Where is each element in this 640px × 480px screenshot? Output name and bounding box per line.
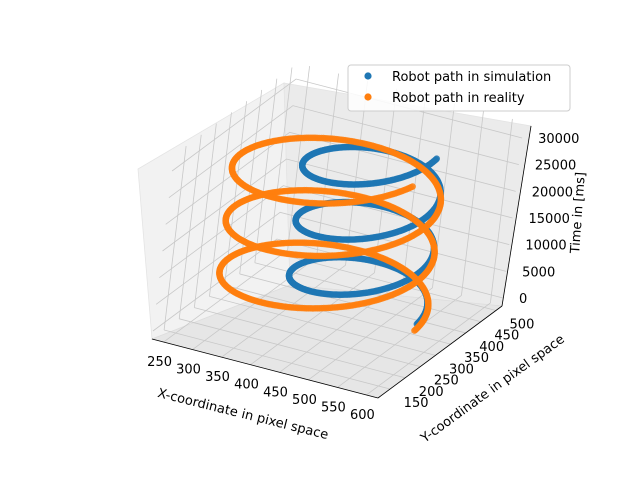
- y-tick-label: 350: [464, 351, 489, 366]
- grid-line-y: [178, 134, 202, 319]
- grid-line-x: [337, 295, 462, 388]
- x-tick-label: 400: [234, 378, 259, 393]
- legend-marker-simulation: [364, 72, 372, 80]
- grid-line-y: [163, 145, 187, 331]
- y-tick-label: 150: [404, 396, 429, 411]
- grid-line-x: [221, 264, 346, 358]
- y-tick-label: 300: [449, 362, 474, 377]
- grid-line-x: [308, 287, 433, 381]
- grid-line-z: [165, 131, 516, 225]
- data-point: [433, 155, 441, 162]
- z-tick-label: 5000: [522, 265, 555, 280]
- series-layer: [216, 134, 445, 334]
- x-tick-label: 550: [321, 400, 346, 415]
- grid-line-z: [152, 238, 504, 332]
- data-point: [409, 183, 416, 190]
- grid-line-x: [250, 272, 375, 366]
- grid-line-y: [194, 307, 421, 367]
- legend-box: [347, 64, 571, 112]
- z-tick-label: 0: [519, 292, 527, 307]
- grid-line-y: [209, 112, 232, 297]
- z-tick-label: 10000: [525, 239, 566, 254]
- x-axis-ticks: 250 300 350 400 450 500 550 600: [147, 355, 375, 423]
- z-axis-ticks: 0 5000 10000 15000 20000 25000 30000: [519, 132, 579, 307]
- grid-line-z: [159, 185, 510, 278]
- grid-line-y: [224, 284, 451, 345]
- grid-line-y: [209, 295, 436, 356]
- y-tick-label: 400: [479, 340, 504, 355]
- legend: Robot path in simulation Robot path in r…: [347, 64, 571, 112]
- z-tick-label: 25000: [535, 159, 576, 174]
- grid-line-y: [179, 318, 406, 379]
- legend-marker-reality: [364, 93, 372, 101]
- grid-line-x: [366, 302, 491, 396]
- y-tick-label: 250: [434, 374, 459, 389]
- grid-line-x: [316, 73, 339, 258]
- grid-line-z: [171, 78, 523, 172]
- grid-line-y: [269, 67, 293, 252]
- z-tick-label: 20000: [532, 185, 573, 200]
- axis-lines: [151, 125, 532, 399]
- grid-line-y: [163, 329, 391, 390]
- x-tick-label: 450: [263, 385, 288, 400]
- grid-line-y: [254, 78, 278, 263]
- legend-label-reality: Robot path in reality: [392, 91, 525, 106]
- y-tick-label: 450: [494, 329, 519, 344]
- grid-line-z: [168, 105, 519, 198]
- grid-line-x: [461, 111, 484, 296]
- grid-line-x: [345, 81, 368, 266]
- grid-line-x: [163, 249, 288, 343]
- series-reality: [216, 134, 445, 334]
- y-tick-label: 200: [419, 385, 444, 400]
- z-tick-label: 15000: [529, 212, 570, 227]
- grid-lines: [152, 65, 523, 396]
- z-axis-label: Time in [ms]: [568, 172, 589, 255]
- grid-line-y: [193, 123, 217, 308]
- x-tick-label: 350: [205, 370, 230, 385]
- grid-line-x: [287, 65, 310, 251]
- x-tick-label: 600: [350, 408, 375, 423]
- x-tick-label: 300: [176, 363, 201, 378]
- z-tick-label: 30000: [538, 132, 579, 147]
- grid-line-y: [224, 101, 247, 286]
- y-tick-label: 500: [510, 317, 535, 332]
- legend-label-simulation: Robot path in simulation: [392, 70, 551, 85]
- grid-line-x: [490, 118, 513, 304]
- x-tick-label: 500: [292, 393, 317, 408]
- x-tick-label: 250: [147, 355, 172, 370]
